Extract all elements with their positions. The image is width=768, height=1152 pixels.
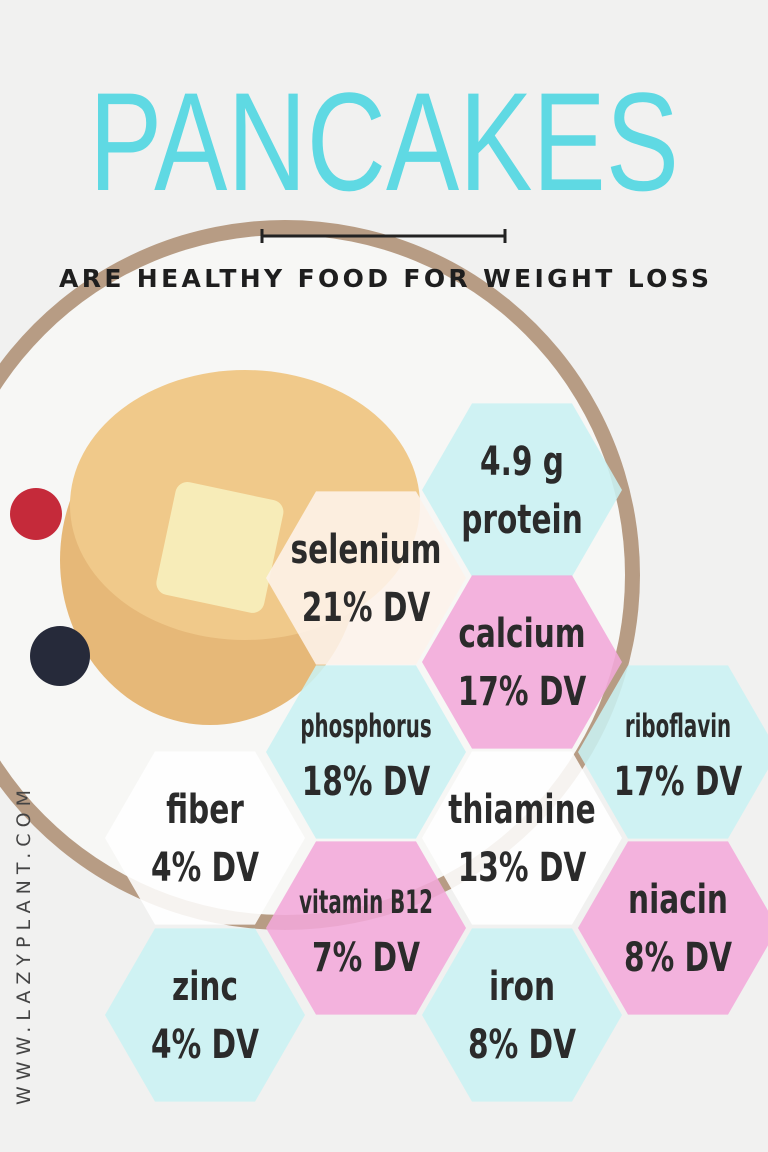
- subtitle: ARE HEALTHY FOOD FOR WEIGHT LOSS: [59, 264, 709, 293]
- hexagon: [422, 403, 622, 577]
- hexagon: [422, 928, 622, 1102]
- hexagon-text: 7% DV: [312, 935, 421, 982]
- hexagon-text: 4.9 g: [480, 439, 564, 486]
- hexagon-text: riboflavin: [625, 708, 731, 745]
- hexagon-text: 21% DV: [302, 585, 431, 632]
- hexagon-text: 8% DV: [468, 1022, 577, 1069]
- hexagon: [105, 751, 305, 925]
- hexagon: [422, 575, 622, 749]
- hexagon: [578, 841, 768, 1015]
- hexagon-text: protein: [461, 497, 583, 544]
- hexagon-text: thiamine: [448, 787, 595, 834]
- hexagon-text: calcium: [458, 611, 585, 658]
- hexagon: [266, 841, 466, 1015]
- butter: [156, 482, 284, 613]
- hexagon: [105, 928, 305, 1102]
- blueberry: [30, 626, 90, 686]
- hexagon-grid: 4.9 g protein selenium 21% DV calcium 17% DV p…: [105, 403, 768, 1102]
- raspberry: [10, 488, 62, 540]
- hexagon-text: 18% DV: [302, 759, 431, 806]
- hexagon-text: fiber: [166, 787, 244, 834]
- hexagon-text: niacin: [628, 877, 728, 924]
- hexagon-text: 4% DV: [151, 1022, 260, 1069]
- hexagon-text: 8% DV: [624, 935, 733, 982]
- hexagon-text: zinc: [172, 964, 238, 1011]
- hexagon: [266, 665, 466, 839]
- hexagon-text: 13% DV: [458, 845, 587, 892]
- hexagon: [422, 751, 622, 925]
- hexagon-text: 17% DV: [614, 759, 743, 806]
- title: PANCAKES: [89, 63, 679, 220]
- hexagon-text: iron: [489, 964, 555, 1011]
- hexagon-text: 4% DV: [151, 845, 260, 892]
- hexagon: [578, 665, 768, 839]
- hexagon-text: vitamin B12: [299, 884, 433, 921]
- hexagon-text: phosphorus: [300, 708, 431, 745]
- hexagon-text: selenium: [291, 527, 442, 574]
- hexagon: [266, 491, 466, 665]
- hexagon-text: 17% DV: [458, 669, 587, 716]
